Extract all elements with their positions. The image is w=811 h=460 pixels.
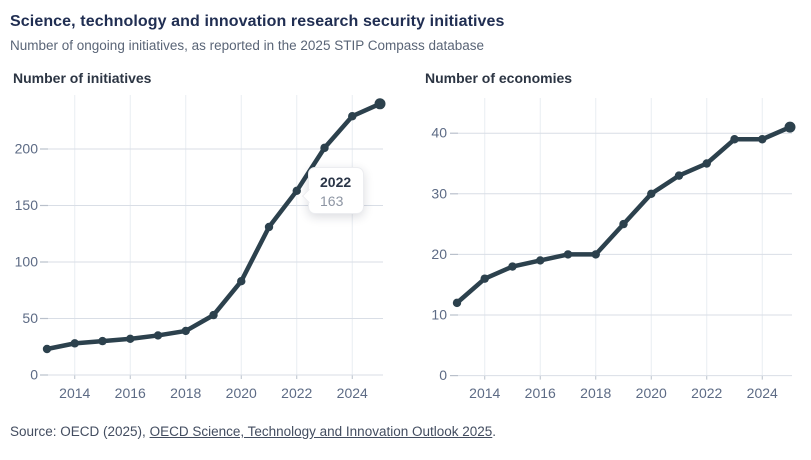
data-point[interactable] [508,262,517,271]
data-point[interactable] [98,336,107,346]
data-point[interactable] [348,112,357,121]
data-point[interactable] [730,135,739,144]
x-axis-tick-label: 2018 [580,385,611,401]
data-point[interactable] [591,250,600,259]
chart-tooltip: 2022 163 [301,167,365,214]
data-point[interactable] [619,219,628,229]
initiatives-chart-title: Number of initiatives [13,70,152,86]
x-axis-tick-label: 2018 [170,385,201,401]
data-point[interactable] [480,274,489,283]
data-point[interactable] [320,143,329,153]
y-axis-tick-label: 0 [439,367,447,383]
x-axis-tick-label: 2022 [691,385,722,401]
y-axis-tick-label: 150 [15,197,39,213]
data-point[interactable] [702,159,711,168]
data-point[interactable] [292,186,301,196]
data-line [454,124,793,306]
data-point[interactable] [181,326,190,336]
y-axis-tick-label: 40 [431,125,447,141]
data-point[interactable] [153,331,163,340]
data-point[interactable] [784,121,796,133]
x-axis-tick-label: 2024 [747,385,778,401]
x-axis-tick-label: 2020 [636,385,667,401]
tooltip-year: 2022 [320,174,352,190]
data-point[interactable] [42,344,52,354]
x-axis-tick-label: 2020 [226,385,257,401]
x-axis-tick-label: 2014 [469,385,500,401]
page-title: Science, technology and innovation resea… [10,13,505,30]
data-point[interactable] [264,222,274,232]
economies-line-chart[interactable]: 2014 2016 2018 2020 2022 2024 0 10 20 30 40 [410,88,811,418]
data-point[interactable] [374,98,386,110]
x-axis-tick-label: 2024 [337,385,368,401]
y-axis-tick-label: 0 [30,367,38,383]
y-axis-tick-label: 20 [431,246,447,262]
data-point[interactable] [126,334,135,344]
data-point[interactable] [647,189,656,198]
data-point[interactable] [758,135,767,144]
data-point[interactable] [563,250,573,259]
data-point[interactable] [536,256,545,265]
y-axis-tick-label: 100 [15,254,39,270]
data-point[interactable] [209,310,218,320]
y-axis-tick-label: 50 [22,310,38,326]
y-axis-tick-label: 200 [15,141,39,157]
source-suffix: . [492,424,497,439]
x-axis-tick-label: 2016 [525,385,556,401]
economies-chart-title: Number of economies [425,70,573,86]
source-note: Source: OECD (2025), OECD Science, Techn… [10,424,496,439]
data-point[interactable] [452,298,462,308]
x-axis-tick-label: 2014 [59,385,90,401]
source-prefix: Source: OECD (2025), [10,424,150,439]
tooltip-value: 163 [320,192,344,209]
x-axis-tick-label: 2016 [115,385,146,401]
initiatives-line-chart[interactable]: 2014 2016 2018 2020 2022 2024 0 50 100 150 200 [0,88,400,418]
source-link[interactable]: OECD Science, Technology and Innovation … [149,424,493,439]
page-subtitle: Number of ongoing initiatives, as report… [10,38,485,53]
x-axis-tick-label: 2022 [281,385,312,401]
data-point[interactable] [70,339,79,348]
data-point[interactable] [674,171,684,180]
data-point[interactable] [237,277,246,286]
y-axis-tick-label: 30 [431,185,447,201]
y-axis-tick-label: 10 [431,307,447,323]
